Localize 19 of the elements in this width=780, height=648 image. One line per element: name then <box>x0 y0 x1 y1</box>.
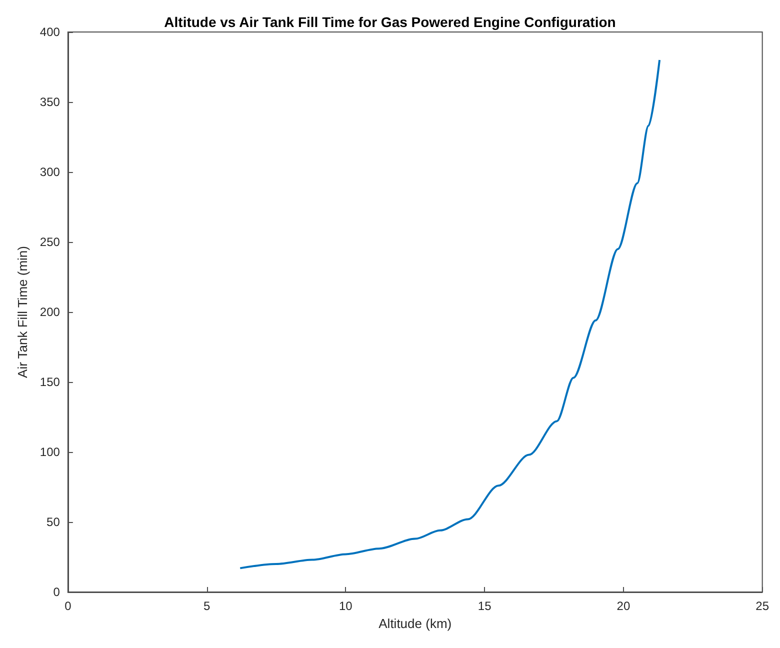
chart-title: Altitude vs Air Tank Fill Time for Gas Powered Engine Configuration <box>164 14 616 30</box>
y-tick-label: 400 <box>40 25 60 39</box>
x-tick-label: 5 <box>203 599 210 613</box>
y-tick-label: 350 <box>40 95 60 109</box>
y-tick-label: 100 <box>40 445 60 459</box>
y-tick-label: 300 <box>40 165 60 179</box>
y-tick-label: 150 <box>40 375 60 389</box>
x-tick-label: 25 <box>756 599 770 613</box>
y-tick-label: 200 <box>40 305 60 319</box>
x-tick-label: 10 <box>339 599 353 613</box>
y-tick-label: 50 <box>46 515 60 529</box>
x-axis-title: Altitude (km) <box>378 616 452 631</box>
x-tick-label: 20 <box>616 599 630 613</box>
y-tick-label: 250 <box>40 235 60 249</box>
y-tick-label: 0 <box>53 585 60 599</box>
y-axis-title: Air Tank Fill Time (min) <box>15 246 30 378</box>
x-tick-label: 0 <box>64 599 72 613</box>
line-series <box>239 59 661 570</box>
x-tick-label: 15 <box>478 599 492 613</box>
